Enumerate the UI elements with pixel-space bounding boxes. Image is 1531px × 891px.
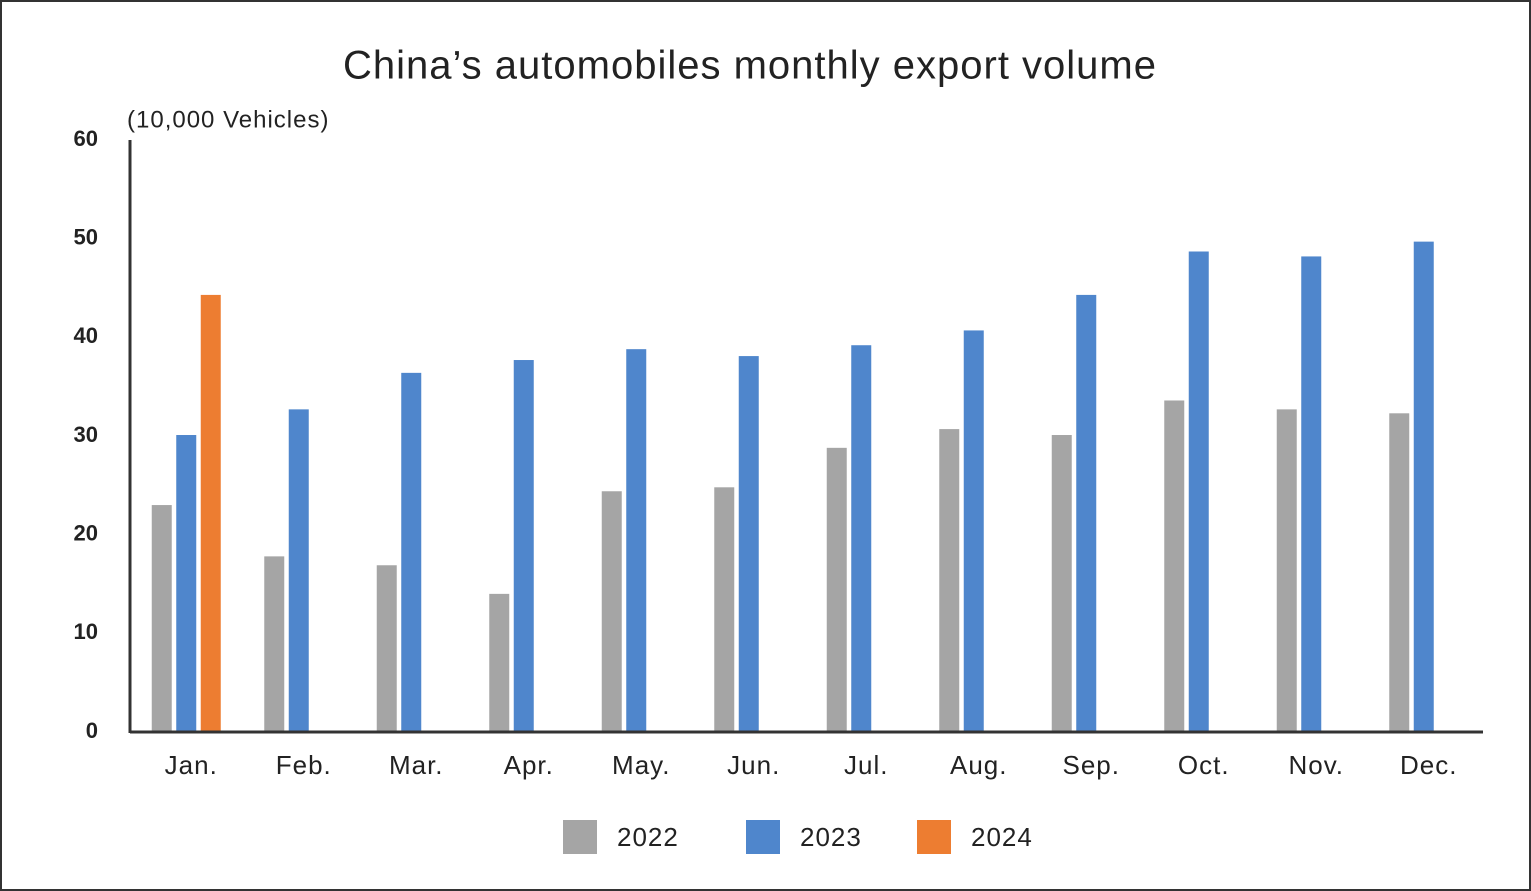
- x-tick-label: Oct.: [1178, 750, 1230, 780]
- y-tick-label: 60: [74, 126, 98, 151]
- bar: [1076, 294, 1097, 732]
- legend-label: 2022: [617, 822, 679, 852]
- bar: [714, 487, 735, 732]
- bar: [1389, 413, 1410, 732]
- x-tick-label: Jan.: [165, 750, 218, 780]
- y-tick-label: 10: [74, 619, 98, 644]
- bar: [1301, 256, 1322, 732]
- legend-swatch: [746, 820, 780, 854]
- bar: [601, 491, 622, 732]
- x-tick-label: Nov.: [1288, 750, 1344, 780]
- bar: [826, 447, 847, 732]
- x-tick-label: Jun.: [727, 750, 780, 780]
- x-tick-label: Aug.: [950, 750, 1008, 780]
- bar: [1413, 241, 1434, 733]
- y-tick-label: 30: [74, 422, 98, 447]
- bar: [851, 345, 872, 732]
- bar: [513, 360, 534, 732]
- bar: [738, 356, 759, 732]
- legend-swatch: [563, 820, 597, 854]
- x-tick-label: Dec.: [1400, 750, 1457, 780]
- bar: [264, 556, 285, 732]
- x-tick-label: Jul.: [844, 750, 888, 780]
- x-tick-label: Sep.: [1063, 750, 1121, 780]
- legend-swatch: [917, 820, 951, 854]
- x-tick-label: Feb.: [276, 750, 332, 780]
- y-tick-label: 20: [74, 520, 98, 545]
- x-tick-label: May.: [612, 750, 670, 780]
- bar: [626, 349, 647, 732]
- x-tick-label: Apr.: [504, 750, 554, 780]
- bar: [489, 593, 510, 732]
- chart-title: China’s automobiles monthly export volum…: [343, 44, 1157, 88]
- bar: [1164, 400, 1185, 732]
- bar: [1051, 435, 1072, 732]
- bar: [376, 565, 397, 732]
- bar: [1276, 409, 1297, 732]
- bar: [939, 429, 960, 732]
- y-tick-label: 50: [74, 224, 98, 249]
- y-tick-label: 40: [74, 323, 98, 348]
- y-axis-label: (10,000 Vehicles): [127, 106, 329, 133]
- legend-label: 2023: [800, 822, 862, 852]
- bar: [1188, 251, 1209, 732]
- bar: [401, 372, 422, 732]
- bar: [151, 505, 172, 732]
- bar: [963, 330, 984, 732]
- legend-label: 2024: [971, 822, 1033, 852]
- bar: [200, 294, 221, 732]
- bar: [176, 435, 197, 732]
- bar: [288, 409, 309, 732]
- y-tick-label: 0: [86, 718, 98, 743]
- x-tick-label: Mar.: [389, 750, 444, 780]
